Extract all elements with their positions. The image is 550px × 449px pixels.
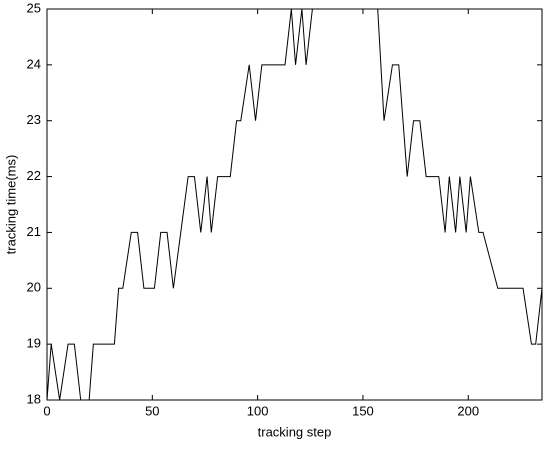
y-axis-label: tracking time(ms): [3, 155, 18, 255]
x-tick-label: 100: [247, 403, 269, 418]
y-tick-label: 20: [27, 280, 41, 295]
x-tick-label: 50: [145, 403, 159, 418]
y-tick-label: 18: [27, 391, 41, 406]
data-line: [47, 9, 542, 400]
y-tick-label: 21: [27, 224, 41, 239]
x-tick-label: 200: [457, 403, 479, 418]
x-tick-label: 150: [352, 403, 374, 418]
y-tick-label: 22: [27, 168, 41, 183]
x-tick-label: 0: [43, 403, 50, 418]
y-tick-label: 23: [27, 112, 41, 127]
plot-frame: [46, 8, 543, 401]
y-tick-label: 19: [27, 336, 41, 351]
x-axis-label: tracking step: [258, 424, 332, 439]
y-tick-label: 25: [27, 0, 41, 15]
y-tick-label: 24: [27, 56, 41, 71]
